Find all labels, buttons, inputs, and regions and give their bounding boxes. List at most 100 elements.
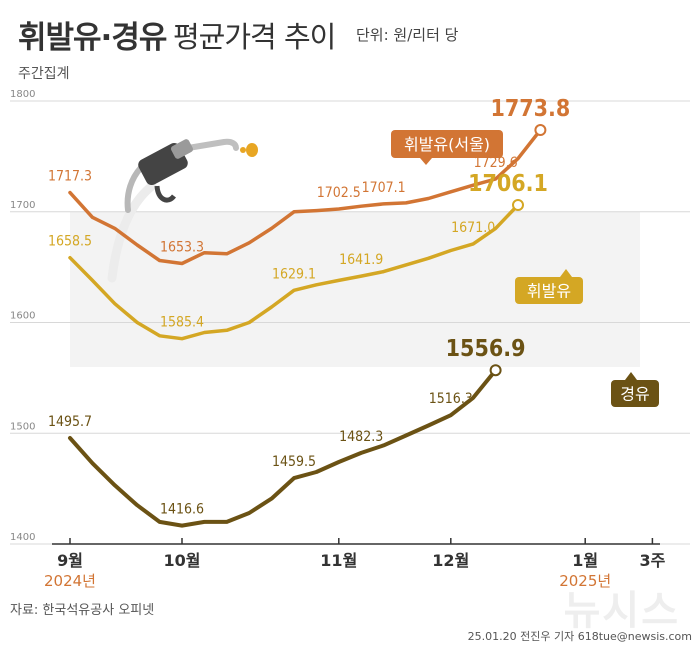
year-label: 2024년 xyxy=(44,572,96,590)
data-label: 1641.9 xyxy=(339,252,383,268)
end-value-label: 1773.8 xyxy=(490,96,570,122)
legend-tag-pointer xyxy=(420,158,432,165)
data-point xyxy=(449,413,452,417)
data-point xyxy=(472,396,475,400)
data-point xyxy=(315,209,318,212)
data-point xyxy=(382,444,385,447)
data-label: 1658.5 xyxy=(48,234,92,250)
data-label: 1416.6 xyxy=(160,502,204,518)
legend-tag-pointer xyxy=(625,372,637,380)
data-label: 1459.5 xyxy=(272,454,316,470)
legend-tag-seoul xyxy=(391,130,503,158)
data-point xyxy=(158,334,161,337)
end-value-label: 1706.1 xyxy=(468,171,548,197)
data-point xyxy=(225,329,228,332)
data-point xyxy=(113,484,117,487)
data-point xyxy=(360,451,363,455)
data-label: 1585.4 xyxy=(160,315,204,331)
data-point xyxy=(404,201,408,205)
data-point xyxy=(360,274,363,278)
x-tick-label: 10월 xyxy=(164,551,201,570)
data-point xyxy=(427,257,430,260)
y-tick-label: 1500 xyxy=(10,421,35,432)
data-point xyxy=(337,460,340,464)
data-point xyxy=(180,337,184,340)
data-point xyxy=(136,321,139,324)
data-label: 1516.3 xyxy=(429,391,473,407)
data-point xyxy=(449,190,452,194)
data-point xyxy=(158,520,161,524)
data-point xyxy=(91,279,94,282)
x-tick-label: 3주 xyxy=(639,551,665,570)
source-note: 자료: 한국석유공사 오피넷 xyxy=(10,603,155,618)
data-point xyxy=(180,524,184,527)
data-point xyxy=(404,434,408,437)
data-label: 1671.0 xyxy=(451,220,495,236)
x-tick-label: 11월 xyxy=(320,551,357,570)
legend-tag-text: 휘발유(서울) xyxy=(404,135,490,154)
data-label: 1729.6 xyxy=(474,155,518,171)
x-tick-label: 1월 xyxy=(572,551,598,570)
year-label: 2025년 xyxy=(559,572,611,590)
data-point xyxy=(292,289,296,292)
end-marker xyxy=(489,364,502,377)
data-label: 1495.7 xyxy=(48,414,92,430)
data-point xyxy=(113,302,117,305)
data-point xyxy=(136,504,139,507)
data-label: 1629.1 xyxy=(272,266,316,282)
data-point xyxy=(68,256,72,259)
data-point xyxy=(292,210,296,213)
data-point xyxy=(113,227,117,230)
legend-tag-text: 휘발유 xyxy=(527,282,571,301)
data-point xyxy=(292,476,296,480)
data-point xyxy=(68,436,72,440)
data-point xyxy=(337,207,340,211)
data-point xyxy=(270,227,273,230)
data-point xyxy=(225,520,228,524)
end-marker xyxy=(512,198,524,211)
y-tick-label: 1600 xyxy=(10,311,35,322)
fuel-nozzle-icon xyxy=(107,138,258,283)
series-line-seoul xyxy=(68,128,543,266)
data-point xyxy=(315,470,318,474)
data-point xyxy=(203,520,206,524)
data-point xyxy=(472,183,475,187)
watermark-logo: 뉴시스 xyxy=(563,588,680,634)
x-tick-label: 9월 xyxy=(57,551,83,570)
x-axis: 9월 10월 11월 12월 1월 3주 2024년 2025년 xyxy=(44,538,666,590)
data-point xyxy=(270,497,273,500)
aggregation-note: 주간집계 xyxy=(18,66,70,82)
data-point xyxy=(248,511,251,515)
data-point xyxy=(382,202,385,206)
data-point xyxy=(91,461,94,465)
legend-tag-pointer xyxy=(560,269,572,277)
data-point xyxy=(360,205,363,208)
data-point xyxy=(382,270,385,273)
data-point xyxy=(136,243,139,247)
data-point xyxy=(427,197,430,200)
data-point xyxy=(404,263,408,267)
data-point xyxy=(203,331,206,334)
data-point xyxy=(225,252,228,256)
series-layer: 1717.3 1653.3 1702.5 1707.1 1729.6 1773.8 1658… xyxy=(48,96,659,528)
credit-line: 25.01.20 전진우 기자 618tue@newsis.com xyxy=(467,630,692,643)
data-label: 1707.1 xyxy=(362,180,406,196)
data-point xyxy=(91,216,94,219)
y-tick-label: 1400 xyxy=(10,532,35,543)
data-label: 1482.3 xyxy=(339,429,383,445)
data-point xyxy=(270,305,273,309)
data-point xyxy=(427,424,430,427)
end-marker xyxy=(534,124,547,137)
series-line-diesel xyxy=(68,368,498,528)
data-point xyxy=(449,249,452,252)
y-tick-label: 1800 xyxy=(10,89,35,100)
data-point xyxy=(180,262,184,265)
data-point xyxy=(337,279,340,282)
chart-title: 휘발유·경유 xyxy=(18,20,167,56)
data-label: 1702.5 xyxy=(317,185,361,201)
data-point xyxy=(248,241,251,244)
data-point xyxy=(203,251,206,254)
end-value-label: 1556.9 xyxy=(446,336,526,362)
legend-tag-diesel xyxy=(611,380,659,407)
